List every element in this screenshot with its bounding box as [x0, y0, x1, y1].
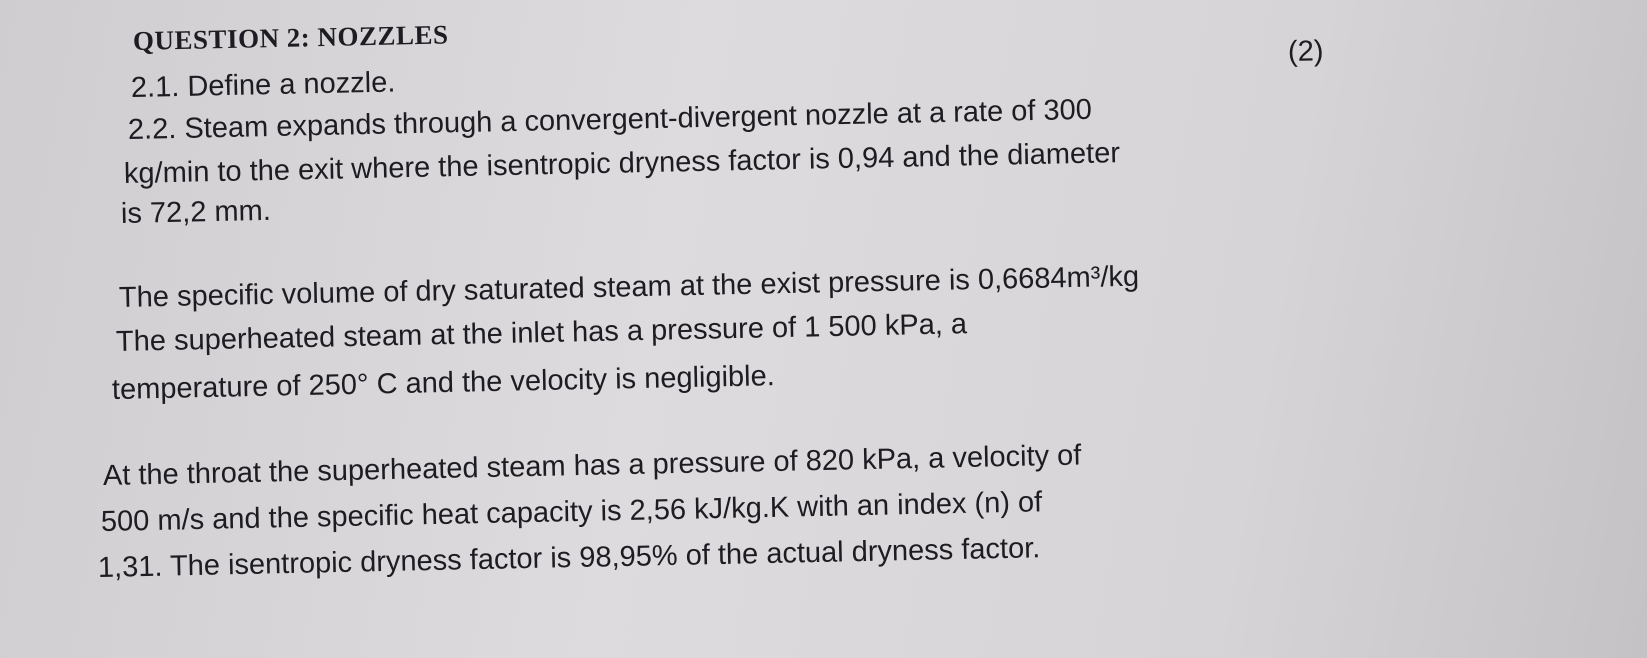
- question-line: kg/min to the exit where the isentropic …: [123, 137, 1121, 190]
- question-line: 1,31. The isentropic dryness factor is 9…: [97, 532, 1041, 584]
- question-line: The superheated steam at the inlet has a…: [115, 308, 968, 358]
- question-line: The specific volume of dry saturated ste…: [118, 260, 1140, 314]
- question-title: QUESTION 2: NOZZLES: [132, 19, 449, 56]
- question-line: At the throat the superheated steam has …: [102, 439, 1082, 492]
- marks: (2): [1287, 35, 1324, 68]
- question-line: 500 m/s and the specific heat capacity i…: [100, 486, 1043, 538]
- question-line: 2.1. Define a nozzle.: [130, 66, 396, 104]
- question-line: is 72,2 mm.: [120, 194, 272, 230]
- question-line: temperature of 250° C and the velocity i…: [111, 360, 776, 406]
